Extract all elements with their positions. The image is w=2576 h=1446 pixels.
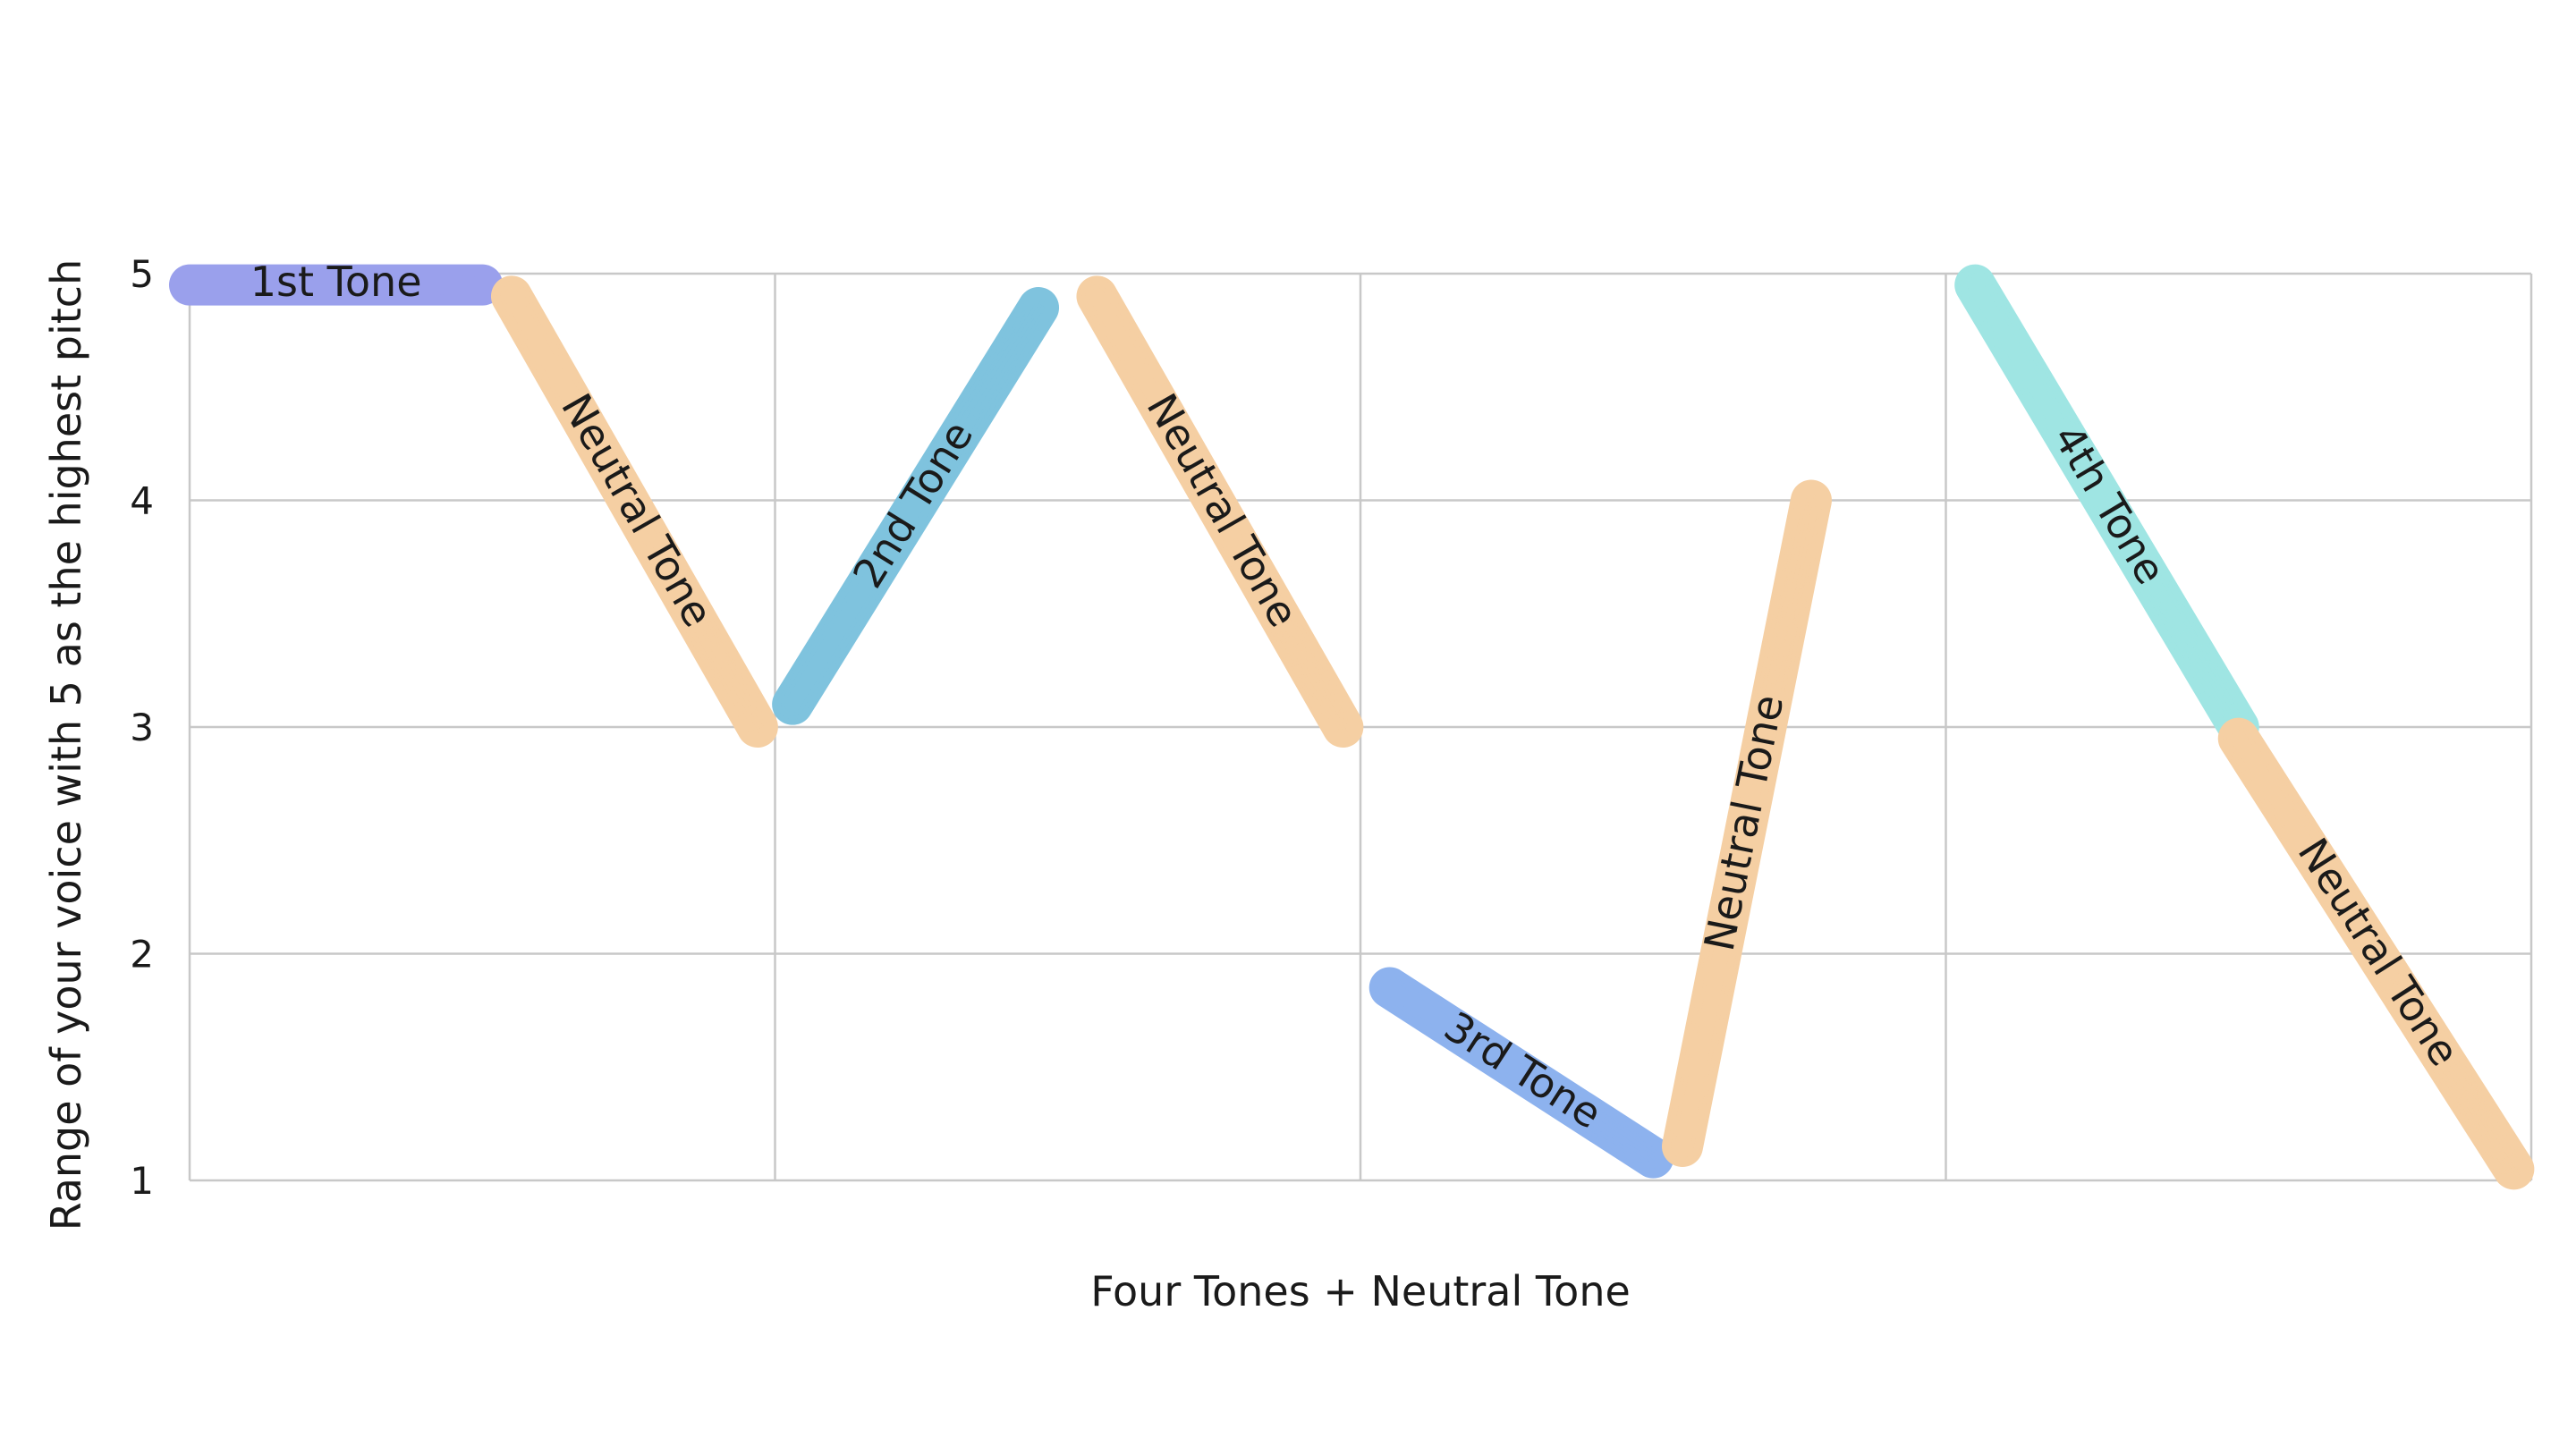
tone-stroke-1	[169, 264, 504, 306]
tone-label: Neutral Tone	[1695, 690, 1793, 954]
y-axis-title: Range of your voice with 5 as the highes…	[42, 259, 90, 1230]
tone-label: 2nd Tone	[843, 412, 983, 596]
y-tick-label: 4	[130, 479, 154, 523]
tone-label: Neutral Tone	[552, 385, 723, 635]
tone-stroke-2	[490, 275, 778, 748]
y-tick-label: 5	[130, 252, 154, 296]
tone-stroke-5	[1368, 967, 1674, 1179]
y-tick-label: 1	[130, 1159, 154, 1203]
tone-stroke-3	[772, 287, 1060, 725]
tone-stroke-7	[1954, 264, 2259, 748]
y-tick-label: 3	[130, 706, 154, 749]
tone-stroke-6	[1661, 479, 1832, 1167]
x-axis-title: Four Tones + Neutral Tone	[1090, 1267, 1631, 1315]
tone-label: 4th Tone	[2044, 417, 2175, 593]
y-tick-label: 2	[130, 933, 154, 977]
tone-strokes	[169, 264, 2535, 1190]
tone-label: Neutral Tone	[1138, 385, 1309, 635]
tone-label: Neutral Tone	[2289, 830, 2470, 1075]
tone-stroke-4	[1076, 275, 1364, 748]
tone-stroke-8	[2217, 717, 2535, 1190]
tone-label: 3rd Tone	[1436, 1002, 1610, 1138]
tone-label: 1st Tone	[250, 258, 422, 306]
y-tick-labels: 1 2 3 4 5	[130, 252, 154, 1203]
